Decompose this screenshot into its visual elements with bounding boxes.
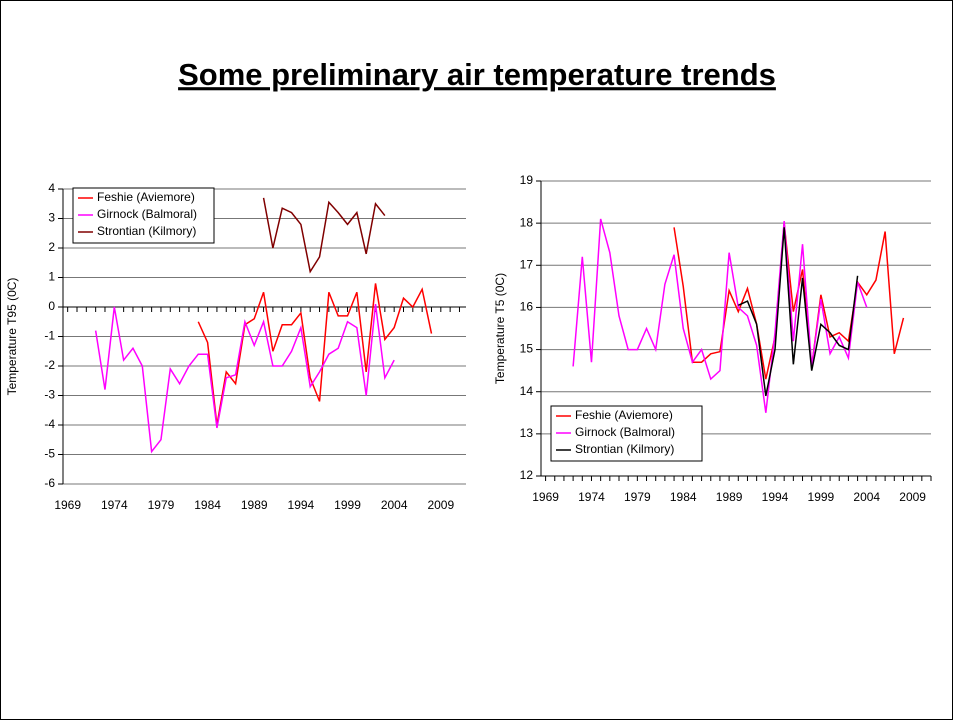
x-tick-label: 1999	[808, 490, 835, 504]
y-tick-label: 12	[520, 468, 534, 482]
y-tick-label: -5	[44, 447, 55, 461]
y-tick-label: 15	[520, 342, 534, 356]
y-tick-label: 1	[48, 270, 55, 284]
y-tick-label: 17	[520, 257, 534, 271]
y-tick-label: -6	[44, 476, 55, 490]
y-tick-label: 14	[520, 384, 534, 398]
y-tick-label: 4	[48, 181, 55, 195]
series-line	[673, 223, 905, 380]
series-line	[262, 197, 386, 274]
x-tick-label: 2004	[381, 498, 408, 512]
x-tick-label: 1979	[148, 498, 175, 512]
y-tick-label: 16	[520, 300, 534, 314]
series-line	[197, 283, 433, 426]
y-tick-label: -4	[44, 417, 55, 431]
y-axis-label: Temperature T95 (0C)	[5, 278, 19, 396]
series-line	[737, 227, 859, 397]
x-tick-label: 1984	[670, 490, 697, 504]
x-tick-label: 1989	[241, 498, 268, 512]
legend-box	[72, 187, 215, 244]
y-tick-label: 19	[520, 173, 534, 187]
y-tick-label: 18	[520, 215, 534, 229]
legend-label: Feshie (Aviemore)	[575, 408, 673, 422]
x-tick-label: 1994	[288, 498, 315, 512]
slide-title: Some preliminary air temperature trends	[178, 57, 776, 92]
x-tick-label: 1979	[624, 490, 651, 504]
x-tick-label: 1969	[532, 490, 559, 504]
x-tick-label: 1994	[762, 490, 789, 504]
y-tick-label: 3	[48, 211, 55, 225]
series-line	[94, 303, 395, 454]
legend-label: Girnock (Balmoral)	[575, 425, 675, 439]
legend-label: Strontian (Kilmory)	[97, 224, 196, 238]
legend-label: Strontian (Kilmory)	[575, 442, 674, 456]
x-tick-label: 1989	[716, 490, 743, 504]
x-tick-label: 2009	[899, 490, 926, 504]
x-tick-label: 2004	[853, 490, 880, 504]
x-tick-label: 2009	[427, 498, 454, 512]
series-line	[572, 218, 868, 413]
y-tick-label: -2	[44, 358, 55, 372]
y-tick-label: -1	[44, 329, 55, 343]
x-tick-label: 1974	[101, 498, 128, 512]
x-tick-label: 1974	[578, 490, 605, 504]
y-tick-label: 13	[520, 426, 534, 440]
legend-label: Girnock (Balmoral)	[97, 207, 197, 221]
y-tick-label: 2	[48, 240, 55, 254]
x-tick-label: 1999	[334, 498, 361, 512]
legend-label: Feshie (Aviemore)	[97, 190, 195, 204]
y-tick-label: -3	[44, 388, 55, 402]
legend-box	[550, 405, 703, 462]
y-tick-label: 0	[48, 299, 55, 313]
x-tick-label: 1969	[54, 498, 81, 512]
y-axis-label: Temperature T5 (0C)	[493, 273, 507, 384]
x-tick-label: 1984	[194, 498, 221, 512]
